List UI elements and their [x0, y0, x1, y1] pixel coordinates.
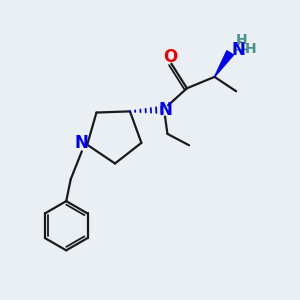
- Text: O: O: [163, 48, 177, 66]
- Text: N: N: [231, 41, 245, 59]
- Text: H: H: [236, 33, 247, 47]
- Text: N: N: [75, 134, 89, 152]
- Polygon shape: [214, 51, 233, 77]
- Text: N: N: [158, 101, 172, 119]
- Text: H: H: [245, 42, 256, 56]
